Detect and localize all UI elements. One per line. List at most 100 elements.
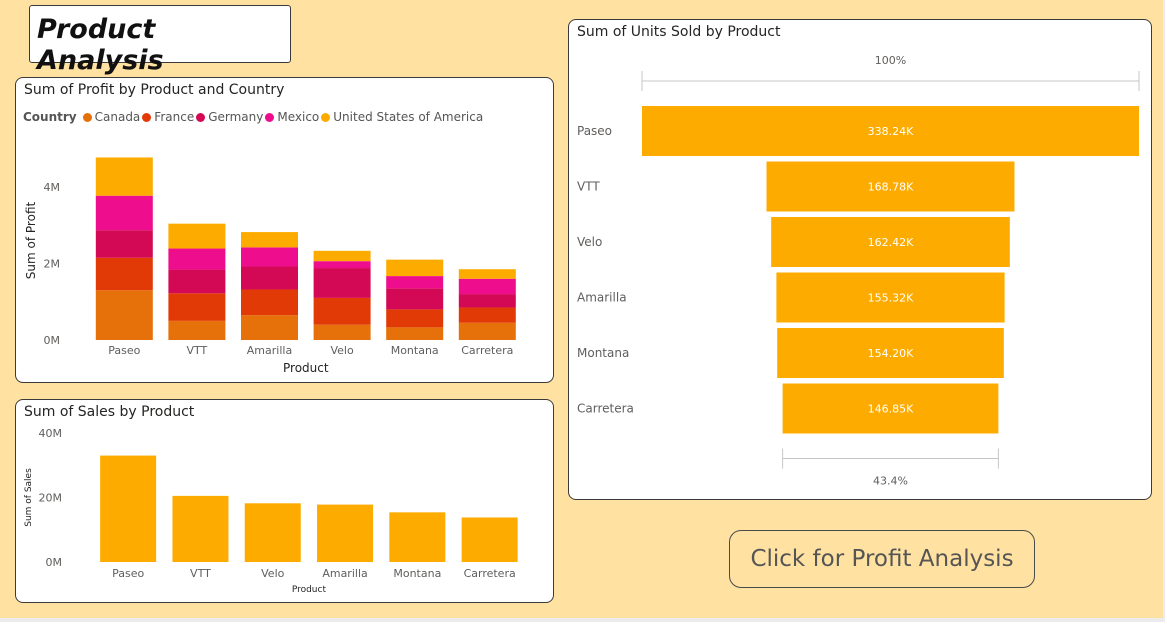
- funnel-chart-plot: 100% 338.24K Paseo 168.78K VTT 162.42K Velo 155…: [577, 54, 1140, 488]
- bar-segment[interactable]: [95, 257, 153, 291]
- bar-segment[interactable]: [241, 315, 298, 340]
- funnel-category-label: VTT: [577, 180, 600, 194]
- funnel-chart-title: Sum of Units Sold by Product: [577, 24, 781, 40]
- y-tick-label: 2M: [44, 257, 61, 270]
- bar[interactable]: [461, 517, 518, 562]
- funnel-category-label: Paseo: [577, 124, 612, 138]
- legend-dot: [196, 113, 206, 122]
- legend-dot: [82, 113, 92, 122]
- funnel-top-percent: 100%: [875, 54, 906, 67]
- legend-item-germany[interactable]: Germany: [196, 110, 263, 124]
- x-axis-label: Product: [283, 361, 329, 375]
- funnel-value-label: 155.32K: [868, 292, 914, 305]
- legend-item-canada[interactable]: Canada: [82, 110, 140, 124]
- funnel-bar[interactable]: [642, 106, 1139, 156]
- bar-segment[interactable]: [313, 250, 371, 262]
- funnel-bottom-percent: 43.4%: [873, 475, 908, 488]
- legend-dot: [265, 113, 275, 122]
- funnel-category-label: Velo: [577, 235, 602, 249]
- profit-analysis-button[interactable]: Click for Profit Analysis: [729, 530, 1035, 588]
- bar-segment[interactable]: [458, 322, 516, 340]
- profit-chart-card[interactable]: Sum of Profit by Product and Country Cou…: [15, 77, 554, 383]
- sales-chart-card[interactable]: Sum of Sales by Product 0M 20M 40M Sum of S…: [15, 399, 554, 603]
- bar-segment[interactable]: [458, 307, 516, 323]
- sales-chart-title: Sum of Sales by Product: [24, 404, 195, 420]
- legend-item-united-states-of-america[interactable]: United States of America: [321, 110, 483, 124]
- page-title: Product Analysis: [37, 14, 164, 76]
- bar-segment[interactable]: [168, 248, 226, 270]
- funnel-category-label: Carretera: [577, 402, 634, 416]
- funnel-category-label: Amarilla: [577, 291, 627, 305]
- bar-segment[interactable]: [241, 247, 298, 267]
- bar-segment[interactable]: [386, 309, 444, 328]
- bar-segment[interactable]: [168, 269, 226, 294]
- profit-chart-title: Sum of Profit by Product and Country: [24, 82, 285, 98]
- bar[interactable]: [389, 512, 446, 562]
- bar-segment[interactable]: [95, 290, 153, 340]
- bar[interactable]: [172, 495, 229, 562]
- bar-segment[interactable]: [458, 278, 516, 295]
- legend-item-france[interactable]: France: [142, 110, 194, 124]
- funnel-chart-card[interactable]: Sum of Units Sold by Product 100% 338.24K…: [568, 19, 1152, 500]
- bar-segment[interactable]: [168, 320, 226, 340]
- x-tick-label: Montana: [391, 344, 439, 357]
- bar-segment[interactable]: [386, 259, 444, 277]
- x-tick-label: Velo: [330, 344, 353, 357]
- legend-item-mexico[interactable]: Mexico: [265, 110, 319, 124]
- bar-segment[interactable]: [241, 232, 298, 248]
- x-tick-label: Carretera: [461, 344, 513, 357]
- bar-segment[interactable]: [386, 327, 444, 340]
- bar-segment[interactable]: [241, 266, 298, 290]
- y-tick-label: 40M: [39, 427, 63, 440]
- y-tick-label: 0M: [46, 556, 63, 569]
- funnel-bar[interactable]: [777, 328, 1004, 378]
- bar[interactable]: [244, 503, 301, 562]
- legend-label: France: [154, 110, 195, 124]
- bar-segment[interactable]: [168, 223, 226, 249]
- funnel-bar[interactable]: [766, 161, 1015, 212]
- x-axis-label: Product: [292, 585, 327, 595]
- bar-segment[interactable]: [95, 157, 153, 196]
- profit-chart-plot: 0M 2M 4M Sum of Profit Paseo VTT Amarilla Velo M…: [24, 157, 516, 375]
- legend-label: Germany: [208, 110, 264, 124]
- funnel-bar[interactable]: [782, 383, 999, 434]
- bar-segment[interactable]: [313, 261, 371, 269]
- bar[interactable]: [100, 455, 157, 562]
- sales-chart-plot: 0M 20M 40M Sum of Sales Paseo VTT Velo Amarilla…: [24, 427, 518, 595]
- bar-segment[interactable]: [241, 289, 298, 316]
- bar-segment[interactable]: [313, 268, 371, 298]
- funnel-bar[interactable]: [771, 217, 1010, 267]
- funnel-value-label: 146.85K: [868, 403, 914, 416]
- bar-segment[interactable]: [458, 294, 516, 308]
- bar-segment[interactable]: [313, 297, 371, 325]
- funnel-value-label: 162.42K: [868, 236, 914, 249]
- title-box: Product Analysis: [29, 5, 291, 76]
- funnel-bar[interactable]: [776, 272, 1005, 323]
- y-tick-label: 0M: [44, 334, 61, 347]
- bar-segment[interactable]: [95, 195, 153, 231]
- x-tick-label: Amarilla: [322, 567, 367, 580]
- y-axis-label: Sum of Sales: [24, 468, 34, 527]
- bar-segment[interactable]: [458, 269, 516, 279]
- bar-segment[interactable]: [95, 230, 153, 258]
- x-tick-label: Montana: [393, 567, 441, 580]
- funnel-value-label: 168.78K: [868, 181, 914, 194]
- profit-legend: Country Canada France Germany Mexico United S…: [23, 110, 485, 124]
- funnel-value-label: 154.20K: [868, 347, 914, 360]
- y-tick-label: 4M: [44, 181, 61, 194]
- y-axis-label: Sum of Profit: [24, 202, 38, 280]
- x-tick-label: Amarilla: [247, 344, 292, 357]
- bar-segment[interactable]: [168, 293, 226, 321]
- legend-items: Canada France Germany Mexico United States o…: [82, 110, 486, 124]
- funnel-value-label: 338.24K: [868, 125, 914, 138]
- bar[interactable]: [317, 504, 374, 562]
- x-tick-label: Carretera: [464, 567, 516, 580]
- x-tick-label: Velo: [261, 567, 284, 580]
- x-tick-label: VTT: [187, 344, 208, 357]
- bar-segment[interactable]: [386, 288, 444, 310]
- bar-segment[interactable]: [386, 276, 444, 289]
- legend-dot: [321, 113, 331, 122]
- x-tick-label: VTT: [190, 567, 211, 580]
- legend-label: United States of America: [333, 110, 484, 124]
- bar-segment[interactable]: [313, 324, 371, 340]
